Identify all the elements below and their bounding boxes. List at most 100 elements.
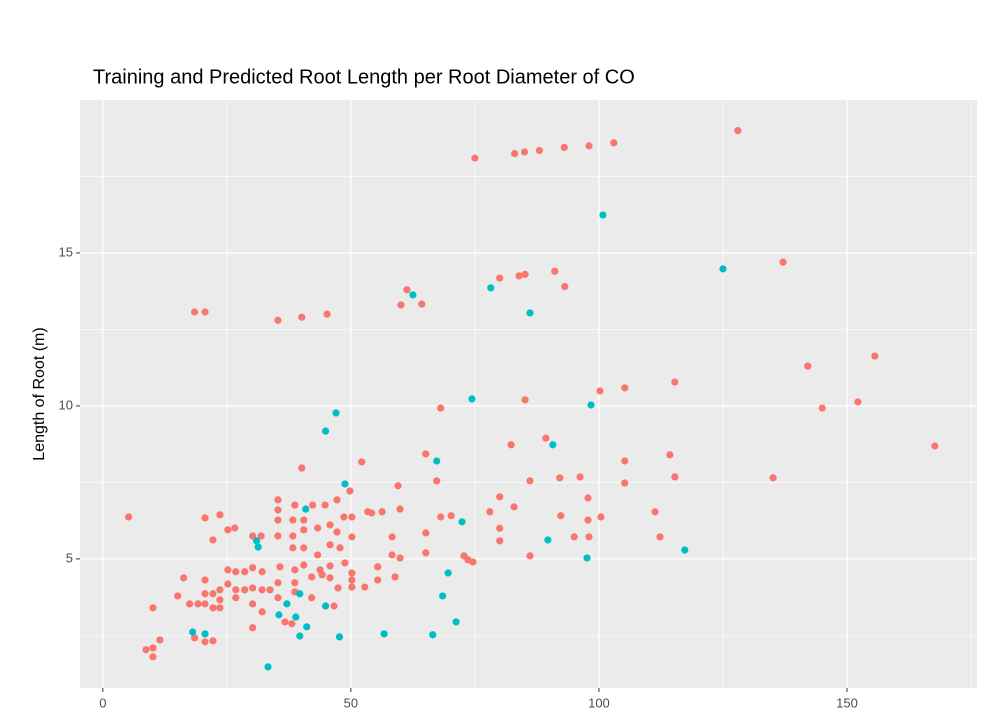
y-tick-label: 5: [66, 550, 73, 565]
point: [585, 142, 593, 150]
point: [418, 300, 426, 308]
point: [249, 600, 257, 608]
point: [437, 404, 445, 412]
point: [254, 543, 262, 551]
point: [296, 632, 304, 640]
point: [300, 526, 308, 534]
point: [314, 551, 322, 559]
point: [309, 501, 317, 509]
point: [496, 524, 504, 532]
point: [274, 516, 282, 524]
point: [496, 537, 504, 545]
point: [361, 583, 369, 591]
point: [496, 493, 504, 501]
point: [521, 396, 529, 404]
point: [391, 573, 399, 581]
point: [191, 308, 199, 316]
point: [388, 551, 396, 559]
point: [341, 559, 349, 567]
y-tick-label: 15: [59, 244, 73, 259]
point: [330, 602, 338, 610]
point: [288, 620, 296, 628]
point: [651, 508, 659, 516]
point: [549, 441, 557, 449]
point: [570, 533, 578, 541]
point: [194, 600, 202, 608]
point: [666, 451, 674, 459]
point: [496, 274, 504, 282]
point: [216, 596, 224, 604]
point: [149, 653, 157, 661]
panel: [80, 100, 977, 688]
point: [409, 291, 417, 299]
point: [341, 480, 349, 488]
point: [403, 286, 411, 294]
point: [348, 576, 356, 584]
point: [818, 404, 826, 412]
point: [201, 308, 209, 316]
point: [303, 623, 311, 631]
point: [289, 544, 297, 552]
point: [452, 618, 460, 626]
point: [551, 267, 559, 275]
point: [584, 494, 592, 502]
point: [396, 554, 404, 562]
point: [216, 511, 224, 519]
point: [599, 211, 607, 219]
point: [249, 584, 257, 592]
point: [326, 574, 334, 582]
point: [201, 630, 209, 638]
point: [348, 533, 356, 541]
point: [241, 586, 249, 594]
point: [326, 521, 334, 529]
point: [671, 378, 679, 386]
point: [526, 309, 534, 317]
point: [209, 590, 217, 598]
point: [264, 663, 272, 671]
point: [292, 613, 300, 621]
point: [557, 512, 565, 520]
point: [422, 529, 430, 537]
point: [298, 313, 306, 321]
point: [249, 564, 257, 572]
point: [374, 563, 382, 571]
point: [258, 568, 266, 576]
point: [300, 561, 308, 569]
point: [374, 576, 382, 584]
point: [275, 611, 283, 619]
point: [289, 532, 297, 540]
point: [515, 272, 523, 280]
point: [511, 149, 519, 158]
point: [209, 637, 217, 645]
point: [241, 568, 249, 576]
point: [224, 566, 232, 574]
point: [257, 532, 265, 540]
point: [348, 569, 356, 577]
point: [469, 558, 477, 566]
point: [396, 505, 404, 513]
point: [521, 270, 529, 278]
point: [249, 532, 257, 540]
point: [201, 638, 209, 646]
point: [333, 528, 341, 536]
x-tick-label: 50: [344, 695, 358, 710]
y-axis-label: Length of Root (m): [31, 327, 48, 460]
point: [258, 586, 266, 594]
point: [621, 479, 629, 487]
point: [258, 608, 266, 616]
point: [348, 513, 356, 521]
point: [336, 544, 344, 552]
point: [510, 503, 518, 511]
point: [334, 584, 342, 592]
point: [300, 516, 308, 524]
point: [468, 395, 476, 403]
point: [232, 594, 240, 602]
point: [358, 458, 366, 466]
point: [348, 583, 356, 591]
point: [321, 501, 329, 509]
point: [556, 474, 564, 482]
point: [321, 427, 330, 435]
point: [433, 477, 441, 485]
chart-title: Training and Predicted Root Length per R…: [93, 66, 635, 88]
point: [308, 573, 316, 581]
